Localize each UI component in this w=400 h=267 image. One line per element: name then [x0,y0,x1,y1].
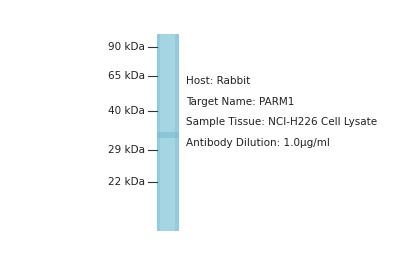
Text: 29 kDa: 29 kDa [108,145,145,155]
Text: Host: Rabbit: Host: Rabbit [186,76,251,87]
Text: Target Name: PARM1: Target Name: PARM1 [186,97,295,107]
Text: 65 kDa: 65 kDa [108,71,145,81]
Text: 90 kDa: 90 kDa [108,42,145,52]
Bar [157,34,179,231]
Text: Antibody Dilution: 1.0µg/ml: Antibody Dilution: 1.0µg/ml [186,138,330,148]
Bar [157,132,179,138]
Text: 40 kDa: 40 kDa [108,106,145,116]
Text: 22 kDa: 22 kDa [108,177,145,187]
Bar [160,34,175,231]
Text: Sample Tissue: NCI-H226 Cell Lysate: Sample Tissue: NCI-H226 Cell Lysate [186,117,378,128]
